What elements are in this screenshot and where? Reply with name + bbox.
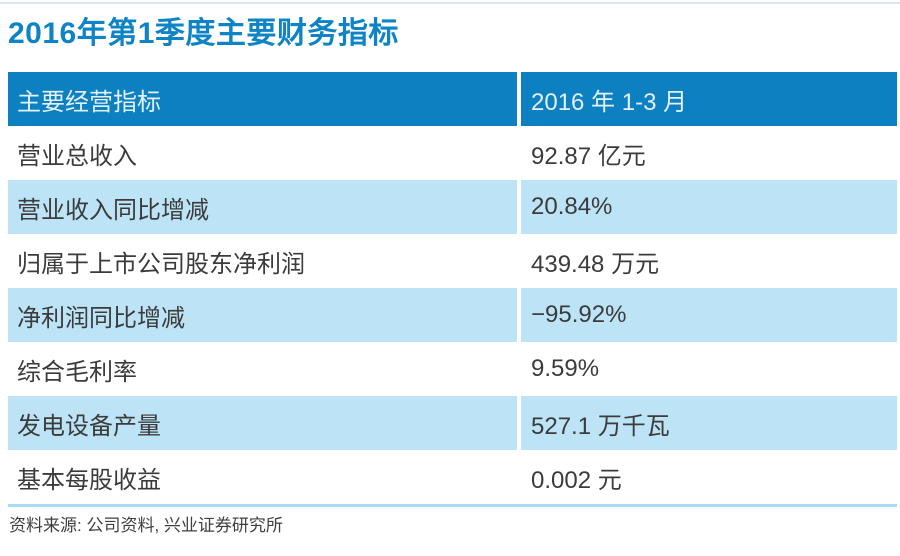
column-divider [517, 342, 521, 396]
table-header-row: 主要经营指标 2016 年 1-3 月 [8, 72, 897, 126]
row-label: 归属于上市公司股东净利润 [17, 250, 305, 278]
financial-indicators-table: 主要经营指标 2016 年 1-3 月 营业总收入 92.87 亿元 营业收入同… [8, 72, 897, 507]
column-divider [517, 126, 521, 180]
column-divider [517, 72, 521, 126]
table-row: 营业总收入 92.87 亿元 [8, 126, 897, 180]
page-title: 2016年第1季度主要财务指标 [8, 17, 399, 50]
table-row: 综合毛利率 9.59% [8, 342, 897, 396]
table-row: 基本每股收益 0.002 元 [8, 450, 897, 504]
column-divider [517, 396, 521, 450]
row-label: 发电设备产量 [17, 412, 161, 440]
table-row: 净利润同比增减 −95.92% [8, 288, 897, 342]
row-label: 基本每股收益 [17, 466, 161, 494]
row-label: 营业总收入 [17, 142, 137, 170]
row-value: 0.002 元 [531, 466, 622, 494]
row-value: 92.87 亿元 [531, 142, 646, 170]
row-value: 527.1 万千瓦 [531, 412, 670, 440]
table-row: 营业收入同比增减 20.84% [8, 180, 897, 234]
column-divider [517, 234, 521, 288]
row-value: 439.48 万元 [531, 250, 660, 278]
top-divider [0, 2, 900, 4]
row-value: 9.59% [531, 355, 600, 382]
table-row: 发电设备产量 527.1 万千瓦 [8, 396, 897, 450]
row-value: −95.92% [531, 301, 627, 328]
table-header-indicator: 主要经营指标 [17, 88, 161, 116]
row-label: 营业收入同比增减 [17, 196, 209, 224]
column-divider [517, 288, 521, 342]
row-label: 净利润同比增减 [17, 304, 185, 332]
table-row: 归属于上市公司股东净利润 439.48 万元 [8, 234, 897, 288]
row-label: 综合毛利率 [17, 358, 137, 386]
column-divider [517, 450, 521, 504]
source-note: 资料来源: 公司资料, 兴业证券研究所 [9, 516, 283, 535]
row-value: 20.84% [531, 193, 613, 220]
column-divider [517, 180, 521, 234]
table-header-period: 2016 年 1-3 月 [531, 88, 688, 116]
